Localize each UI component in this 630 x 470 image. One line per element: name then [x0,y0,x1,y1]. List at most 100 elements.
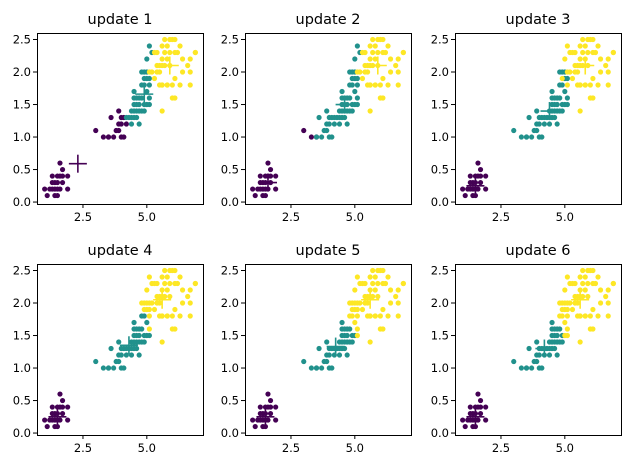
data-point-cluster-1 [141,313,147,319]
data-point-cluster-1 [146,75,152,82]
data-point-cluster-2 [395,69,401,75]
data-point-cluster-2 [597,300,604,306]
data-point-cluster-1 [539,134,545,140]
data-point-cluster-0 [257,404,263,410]
data-point-cluster-0 [467,173,473,179]
data-point-cluster-2 [564,69,570,75]
data-point-cluster-1 [349,75,355,82]
y-tick-label: 2.5 [221,33,239,47]
data-point-cluster-2 [177,43,183,49]
data-point-cluster-2 [395,300,401,306]
data-point-cluster-1 [552,345,558,352]
data-point-cluster-1 [531,358,537,365]
data-point-cluster-1 [349,108,355,114]
centroid-marker-1 [119,336,138,355]
subplot-title: update 3 [506,12,571,28]
data-point-cluster-2 [577,56,583,62]
data-point-cluster-2 [393,293,399,300]
data-point-cluster-0 [475,391,481,397]
data-point-cluster-0 [250,417,256,423]
data-point-cluster-0 [59,166,66,173]
data-point-cluster-1 [100,365,106,371]
y-tick-label: 0.5 [221,163,239,177]
data-point-cluster-1 [329,134,335,140]
data-point-cluster-2 [162,280,168,287]
data-point-cluster-2 [400,49,406,56]
data-point-cluster-2 [187,56,193,62]
data-point-cluster-0 [477,179,484,186]
data-point-cluster-1 [511,127,517,134]
data-point-cluster-0 [467,179,473,186]
data-point-cluster-0 [477,166,484,173]
data-point-cluster-2 [385,313,391,319]
data-point-cluster-2 [187,287,193,293]
data-point-cluster-2 [564,300,570,306]
data-point-cluster-0 [49,173,55,179]
data-point-cluster-1 [347,95,353,101]
data-point-cluster-1 [339,319,345,326]
data-point-cluster-1 [134,326,140,332]
data-point-cluster-0 [273,173,279,179]
data-point-cluster-2 [605,300,611,306]
data-point-cluster-2 [605,82,611,88]
centroid-marker-2 [153,290,172,309]
centroid-marker-0 [258,173,277,192]
data-point-cluster-1 [319,134,325,140]
data-point-cluster-1 [316,114,322,121]
data-point-cluster-2 [377,95,383,101]
data-point-cluster-2 [395,82,401,88]
data-point-cluster-2 [370,280,376,287]
data-point-cluster-1 [523,365,530,371]
data-point-cluster-1 [131,88,137,95]
data-point-cluster-1 [526,345,532,352]
y-tick-label: 1.0 [221,361,239,375]
centroid-marker-2 [576,56,595,75]
y-tick-label: 1.0 [13,361,31,375]
data-point-cluster-1 [141,108,147,114]
data-point-cluster-0 [483,186,489,192]
data-point-cluster-0 [47,186,53,192]
centroid-marker-2 [160,56,179,75]
data-point-cluster-0 [44,423,50,430]
data-point-cluster-2 [595,82,601,88]
data-point-cluster-1 [554,352,560,358]
subplot-3: update 3 0.0 0.5 1.0 1.5 2.0 2.5 2.5 5.0 [431,12,622,224]
centroid-marker-0 [256,407,275,426]
data-point-cluster-0 [59,397,66,404]
y-tick-label: 0.5 [13,394,31,408]
data-point-cluster-0 [52,192,58,199]
data-point-cluster-1 [136,332,142,339]
data-point-cluster-2 [164,43,170,49]
data-point-cluster-0 [65,417,71,423]
y-tick-label: 2.0 [221,296,239,310]
subplot-2: update 2 0.0 0.5 1.0 1.5 2.0 2.5 2.5 5.0 [221,12,412,224]
data-point-cluster-2 [595,274,601,280]
data-point-cluster-0 [65,173,71,179]
data-point-cluster-1 [554,121,560,127]
data-point-cluster-2 [587,95,593,101]
y-tick-label: 1.0 [431,130,449,144]
data-point-cluster-2 [162,267,168,274]
data-point-cluster-2 [167,36,173,43]
data-point-cluster-2 [582,43,588,49]
data-point-cluster-1 [511,358,517,365]
y-tick-label: 2.0 [13,296,31,310]
data-point-cluster-2 [154,49,160,56]
y-tick-label: 2.5 [431,33,449,47]
data-point-cluster-0 [250,186,256,192]
data-point-cluster-1 [349,82,355,88]
data-point-cluster-0 [121,134,127,140]
data-point-cluster-2 [603,293,609,300]
data-point-cluster-2 [172,75,178,82]
y-tick-label: 0.0 [13,426,31,440]
data-point-cluster-1 [105,365,112,371]
data-point-cluster-1 [136,101,142,108]
data-point-cluster-2 [585,36,591,43]
data-point-cluster-0 [113,127,119,134]
data-point-cluster-1 [123,114,129,121]
data-point-cluster-2 [564,326,570,332]
data-point-cluster-2 [177,274,183,280]
data-point-cluster-1 [329,365,335,371]
data-point-cluster-2 [370,49,376,56]
data-point-cluster-1 [319,365,325,371]
